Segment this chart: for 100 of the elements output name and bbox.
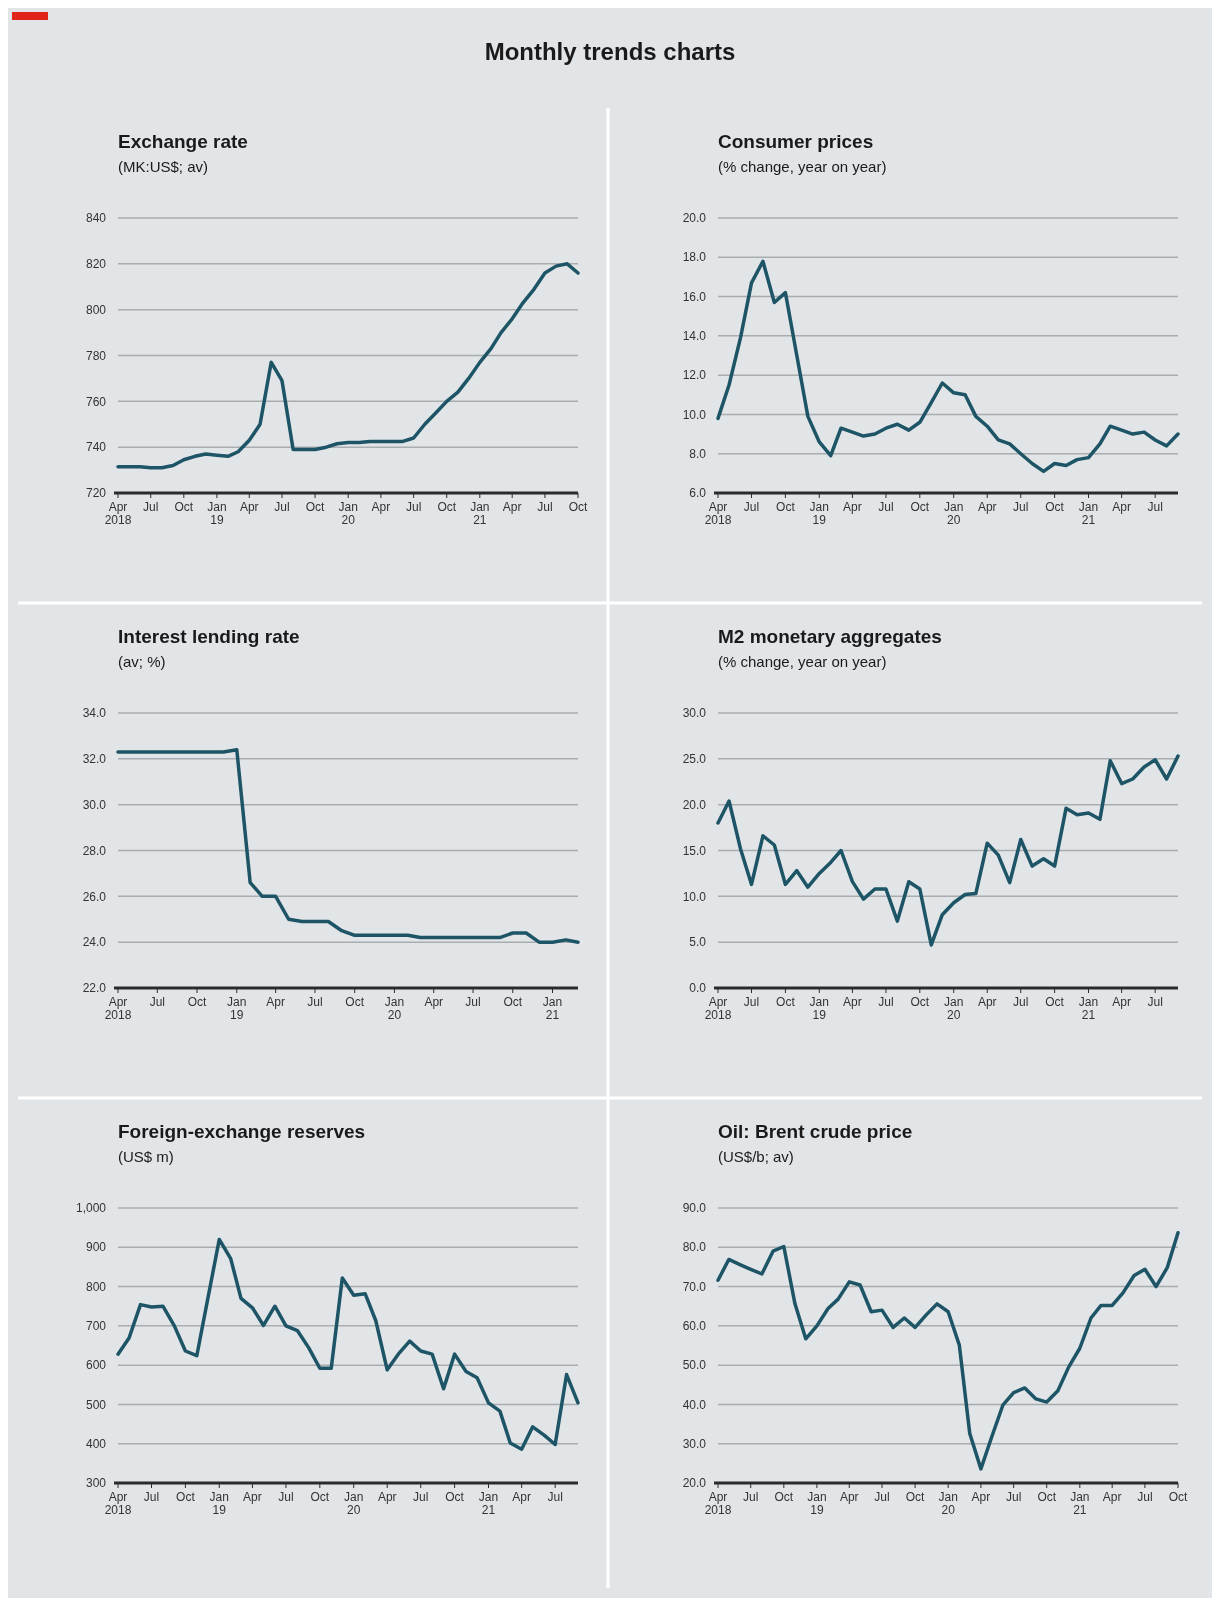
chart-title: Consumer prices	[718, 131, 874, 152]
x-tick-label: Apr	[971, 1490, 991, 1504]
x-tick-label: Apr	[839, 1490, 859, 1504]
chart-title: Exchange rate	[118, 131, 248, 152]
x-tick-label: Oct	[310, 1490, 330, 1504]
x-tick-label: Jul	[547, 1490, 563, 1504]
x-tick-label: Jul	[1137, 1490, 1153, 1504]
y-tick-label: 25.0	[682, 752, 707, 767]
x-tick-label: Apr	[977, 500, 997, 514]
y-tick-label: 90.0	[682, 1201, 707, 1216]
y-tick-label: 16.0	[682, 289, 707, 304]
x-tick-label: Jul	[1147, 500, 1163, 514]
x-tick-label: Apr	[977, 995, 997, 1009]
x-tick-label: Jan 19	[809, 995, 829, 1022]
chart-subtitle: (% change, year on year)	[718, 158, 887, 175]
x-tick-label: Jan 21	[542, 995, 563, 1022]
x-tick-label: Apr 2018	[704, 995, 732, 1022]
y-tick-label: 1,000	[75, 1201, 107, 1216]
chart-subtitle: (US$ m)	[118, 1148, 174, 1165]
line-series	[116, 747, 580, 944]
chart-title: Oil: Brent crude price	[718, 1121, 913, 1142]
x-tick-label: Jan 20	[344, 1490, 364, 1517]
x-tick-label: Jul	[1147, 995, 1163, 1009]
y-tick-label: 40.0	[682, 1397, 707, 1412]
x-tick-label: Jul	[149, 995, 165, 1009]
y-tick-label: 500	[85, 1397, 107, 1412]
x-tick-label: Oct	[1045, 500, 1065, 514]
x-tick-label: Apr	[1112, 995, 1131, 1009]
x-tick-label: Jul	[1013, 500, 1029, 514]
y-tick-label: 22.0	[82, 981, 107, 996]
x-tick-label: Apr	[502, 500, 522, 514]
x-tick-label: Jan 20	[384, 995, 405, 1022]
text: Monthly trends charts	[484, 38, 736, 65]
x-tick-label: Apr 2018	[104, 1490, 132, 1517]
x-tick-label: Oct	[445, 1490, 465, 1504]
x-tick-label: Jan 21	[1070, 1490, 1090, 1517]
x-tick-label: Oct	[176, 1490, 196, 1504]
x-tick-label: Jul	[465, 995, 481, 1009]
chart-title: Foreign-exchange reserves	[118, 1121, 366, 1142]
x-tick-label: Jan 21	[478, 1490, 499, 1517]
y-tick-label: 18.0	[682, 250, 707, 265]
y-tick-label: 80.0	[682, 1240, 707, 1255]
x-tick-label: Apr	[843, 500, 862, 514]
x-tick-label: Jan 20	[944, 500, 964, 527]
y-tick-label: 600	[85, 1358, 107, 1373]
x-tick-label: Apr	[377, 1490, 397, 1504]
y-tick-label: 24.0	[82, 935, 107, 950]
chart-subtitle: (MK:US$; av)	[118, 158, 209, 175]
x-tick-label: Oct	[345, 995, 365, 1009]
x-tick-label: Jan 21	[1078, 995, 1099, 1022]
y-tick-label: 780	[85, 348, 107, 363]
x-tick-label: Jul	[874, 1490, 890, 1504]
y-tick-label: 20.0	[682, 797, 707, 812]
x-tick-label: Apr 2018	[704, 1490, 732, 1517]
line-series	[116, 1237, 580, 1451]
x-tick-label: Jul	[537, 500, 553, 514]
x-tick-label: Jan 21	[1078, 500, 1099, 527]
y-tick-label: 800	[85, 302, 107, 317]
x-tick-label: Jan 19	[809, 500, 829, 527]
y-tick-label: 15.0	[682, 843, 707, 858]
x-tick-label: Jul	[878, 995, 894, 1009]
y-tick-label: 60.0	[682, 1319, 707, 1334]
y-tick-label: 20.0	[682, 1476, 707, 1491]
y-tick-label: 900	[85, 1240, 107, 1255]
x-tick-label: Apr 2018	[104, 500, 132, 527]
y-tick-label: 50.0	[682, 1358, 707, 1373]
x-tick-label: Oct	[910, 500, 930, 514]
x-tick-label: Apr	[843, 995, 862, 1009]
y-tick-label: 32.0	[82, 752, 107, 767]
y-tick-label: 800	[85, 1279, 107, 1294]
y-tick-label: 14.0	[682, 329, 707, 344]
y-tick-label: 28.0	[82, 843, 107, 858]
x-tick-label: Apr	[243, 1490, 262, 1504]
y-tick-label: 820	[85, 257, 107, 272]
x-tick-label: Jul	[878, 500, 894, 514]
chart-title: Interest lending rate	[118, 626, 300, 647]
x-tick-label: Apr	[512, 1490, 531, 1504]
y-tick-label: 720	[85, 486, 107, 501]
x-tick-label: Oct	[774, 1490, 794, 1504]
chart-subtitle: (av; %)	[118, 653, 166, 670]
x-tick-label: Jul	[307, 995, 323, 1009]
x-tick-label: Oct	[1037, 1490, 1057, 1504]
x-tick-label: Jul	[274, 500, 290, 514]
y-tick-label: 400	[85, 1436, 107, 1451]
x-tick-label: Oct	[174, 500, 194, 514]
chart-title: M2 monetary aggregates	[718, 626, 942, 647]
x-tick-label: Jul	[278, 1490, 294, 1504]
x-tick-label: Jan 20	[938, 1490, 958, 1517]
y-tick-label: 5.0	[689, 935, 707, 950]
x-tick-label: Apr 2018	[704, 500, 732, 527]
y-tick-label: 30.0	[82, 797, 107, 812]
x-tick-label: Jan 20	[944, 995, 964, 1022]
x-tick-label: Oct	[905, 1490, 926, 1504]
x-tick-label: Apr	[239, 500, 259, 514]
x-tick-label: Oct	[1168, 1490, 1188, 1504]
y-tick-label: 12.0	[682, 368, 707, 383]
x-tick-label: Oct	[437, 500, 457, 514]
x-tick-label: Jan 19	[227, 995, 247, 1022]
y-tick-label: 700	[85, 1319, 107, 1334]
y-tick-label: 300	[85, 1476, 107, 1491]
